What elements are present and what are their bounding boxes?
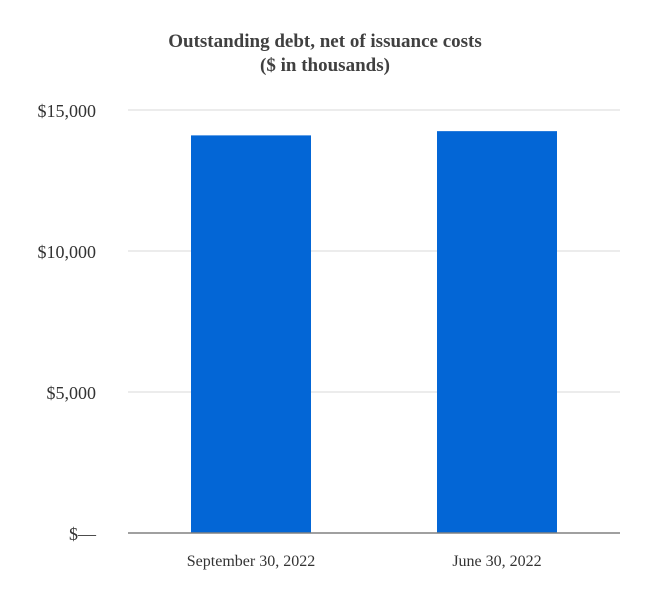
bar bbox=[437, 131, 557, 533]
x-tick-label: June 30, 2022 bbox=[452, 553, 541, 570]
y-tick-label: $— bbox=[69, 524, 97, 544]
bars bbox=[191, 131, 557, 533]
y-tick-label: $5,000 bbox=[47, 383, 97, 403]
chart-title: Outstanding debt, net of issuance costs bbox=[168, 31, 482, 52]
x-tick-label: September 30, 2022 bbox=[187, 553, 315, 570]
chart-subtitle: ($ in thousands) bbox=[260, 55, 390, 76]
y-tick-label: $10,000 bbox=[38, 242, 97, 262]
y-tick-label: $15,000 bbox=[38, 101, 97, 121]
bar bbox=[191, 135, 311, 533]
chart-title-block: Outstanding debt, net of issuance costs … bbox=[0, 30, 650, 78]
labels: $— $5,000 $10,000 $15,000 September 30, 2022… bbox=[38, 101, 542, 570]
